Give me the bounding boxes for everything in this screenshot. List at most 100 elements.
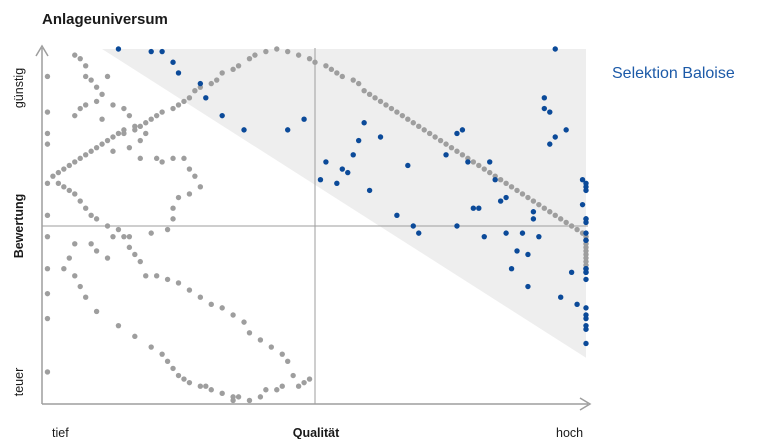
selected-point	[405, 162, 411, 169]
selection-area	[102, 49, 586, 358]
selected-point	[323, 159, 329, 165]
selected-point	[115, 46, 122, 52]
selected-point	[203, 95, 209, 101]
other-point	[153, 112, 160, 119]
selected-point	[416, 230, 422, 236]
selected-point	[219, 112, 225, 119]
other-point	[72, 112, 78, 119]
other-point	[426, 130, 433, 137]
other-point	[148, 344, 154, 350]
x-low-label: tief	[52, 426, 69, 439]
other-point	[164, 358, 171, 364]
other-point	[137, 137, 143, 144]
selected-point	[530, 209, 537, 215]
other-point	[568, 223, 575, 229]
other-point	[159, 109, 165, 115]
other-point	[61, 184, 67, 190]
other-point	[66, 255, 73, 261]
other-point	[432, 134, 438, 140]
other-point	[82, 294, 89, 300]
other-point	[541, 205, 548, 211]
other-point	[77, 155, 83, 162]
other-point	[197, 184, 204, 190]
selected-point	[443, 152, 449, 158]
other-point	[181, 98, 187, 105]
other-point	[421, 127, 427, 133]
other-point	[235, 394, 242, 400]
y-low-label: teuer	[12, 368, 26, 397]
selected-point	[470, 205, 477, 211]
selected-point	[536, 233, 542, 240]
other-point	[44, 130, 51, 137]
other-point	[399, 112, 406, 119]
other-point	[175, 102, 182, 108]
other-point	[93, 84, 100, 90]
other-point	[514, 187, 520, 194]
selected-point	[503, 194, 509, 201]
other-point	[203, 383, 209, 389]
other-point	[93, 216, 100, 222]
selected-point	[583, 187, 589, 194]
selected-point	[583, 305, 589, 311]
other-point	[503, 180, 509, 186]
other-point	[306, 376, 313, 382]
other-point	[476, 162, 482, 169]
other-point	[61, 166, 67, 172]
selected-point	[583, 340, 589, 347]
other-point	[104, 223, 111, 229]
other-point	[508, 184, 515, 190]
selected-point	[345, 169, 351, 176]
other-point	[525, 194, 531, 201]
other-point	[388, 105, 395, 112]
other-point	[383, 102, 389, 108]
selected-point	[558, 294, 564, 300]
other-point	[50, 173, 56, 179]
other-point	[470, 159, 477, 165]
other-point	[164, 226, 171, 233]
selected-point	[503, 230, 509, 236]
other-point	[170, 105, 176, 112]
other-point	[170, 155, 176, 162]
selected-point	[525, 251, 531, 258]
other-point	[285, 358, 291, 364]
selected-point	[552, 46, 558, 52]
selected-point	[579, 201, 586, 208]
selected-point	[514, 248, 520, 254]
other-point	[93, 98, 100, 105]
other-point	[530, 198, 537, 204]
other-point	[268, 344, 275, 350]
other-point	[306, 55, 313, 62]
selected-point	[175, 70, 182, 76]
other-point	[497, 177, 504, 183]
other-point	[99, 141, 105, 147]
other-point	[175, 194, 182, 201]
other-point	[44, 109, 51, 115]
other-point	[126, 244, 133, 251]
other-point	[175, 372, 182, 379]
other-point	[263, 48, 269, 55]
selected-point	[339, 166, 345, 172]
other-point	[186, 166, 193, 172]
selected-point	[552, 134, 558, 140]
other-point	[159, 159, 165, 165]
other-point	[93, 308, 100, 315]
other-point	[394, 109, 400, 115]
selected-point	[170, 59, 176, 65]
other-point	[132, 251, 138, 258]
other-point	[416, 123, 422, 130]
selected-point	[317, 177, 324, 183]
other-point	[126, 144, 133, 151]
other-point	[208, 301, 214, 308]
other-point	[126, 233, 133, 240]
other-point	[355, 80, 362, 87]
other-point	[263, 387, 269, 393]
other-point	[143, 130, 149, 137]
other-point	[77, 198, 83, 204]
other-point	[104, 73, 111, 80]
other-point	[93, 144, 100, 151]
other-point	[214, 77, 220, 83]
other-point	[372, 95, 378, 101]
selected-point	[547, 141, 553, 147]
other-point	[44, 290, 51, 297]
